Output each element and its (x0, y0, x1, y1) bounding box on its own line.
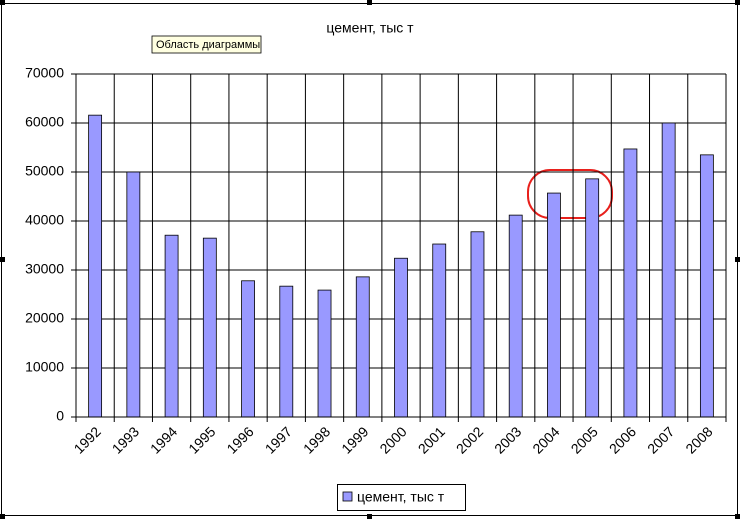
legend (337, 484, 466, 511)
bar (88, 114, 103, 418)
legend-swatch (342, 491, 353, 502)
legend-label: цемент, тыс т (357, 489, 445, 505)
y-tick-label: 50000 (25, 163, 64, 179)
chart-title: цемент, тыс т (326, 20, 414, 36)
tooltip: Область диаграммы (156, 39, 260, 51)
chart-area[interactable] (1, 3, 738, 516)
bar (126, 171, 141, 418)
y-tick-label: 10000 (25, 359, 64, 375)
bar (547, 192, 561, 418)
bar (585, 178, 600, 418)
bar (661, 122, 676, 418)
bar (241, 280, 255, 418)
y-tick-label: 30000 (25, 261, 64, 277)
bar (699, 154, 714, 418)
y-tick-label: 0 (56, 408, 64, 424)
bar (164, 234, 179, 418)
tooltip-box (151, 35, 262, 54)
y-tick-label: 60000 (25, 114, 64, 130)
highlight-annotation (527, 169, 613, 219)
bar (432, 243, 447, 418)
bar (508, 214, 523, 418)
y-tick-label: 40000 (25, 212, 64, 228)
bar (355, 276, 370, 418)
y-tick-label: 20000 (25, 310, 64, 326)
bar (470, 231, 485, 418)
bar (317, 289, 332, 418)
y-tick-label: 70000 (25, 65, 64, 81)
bar (623, 148, 638, 418)
bar (279, 285, 294, 418)
bar (394, 257, 408, 418)
bar (202, 237, 217, 418)
